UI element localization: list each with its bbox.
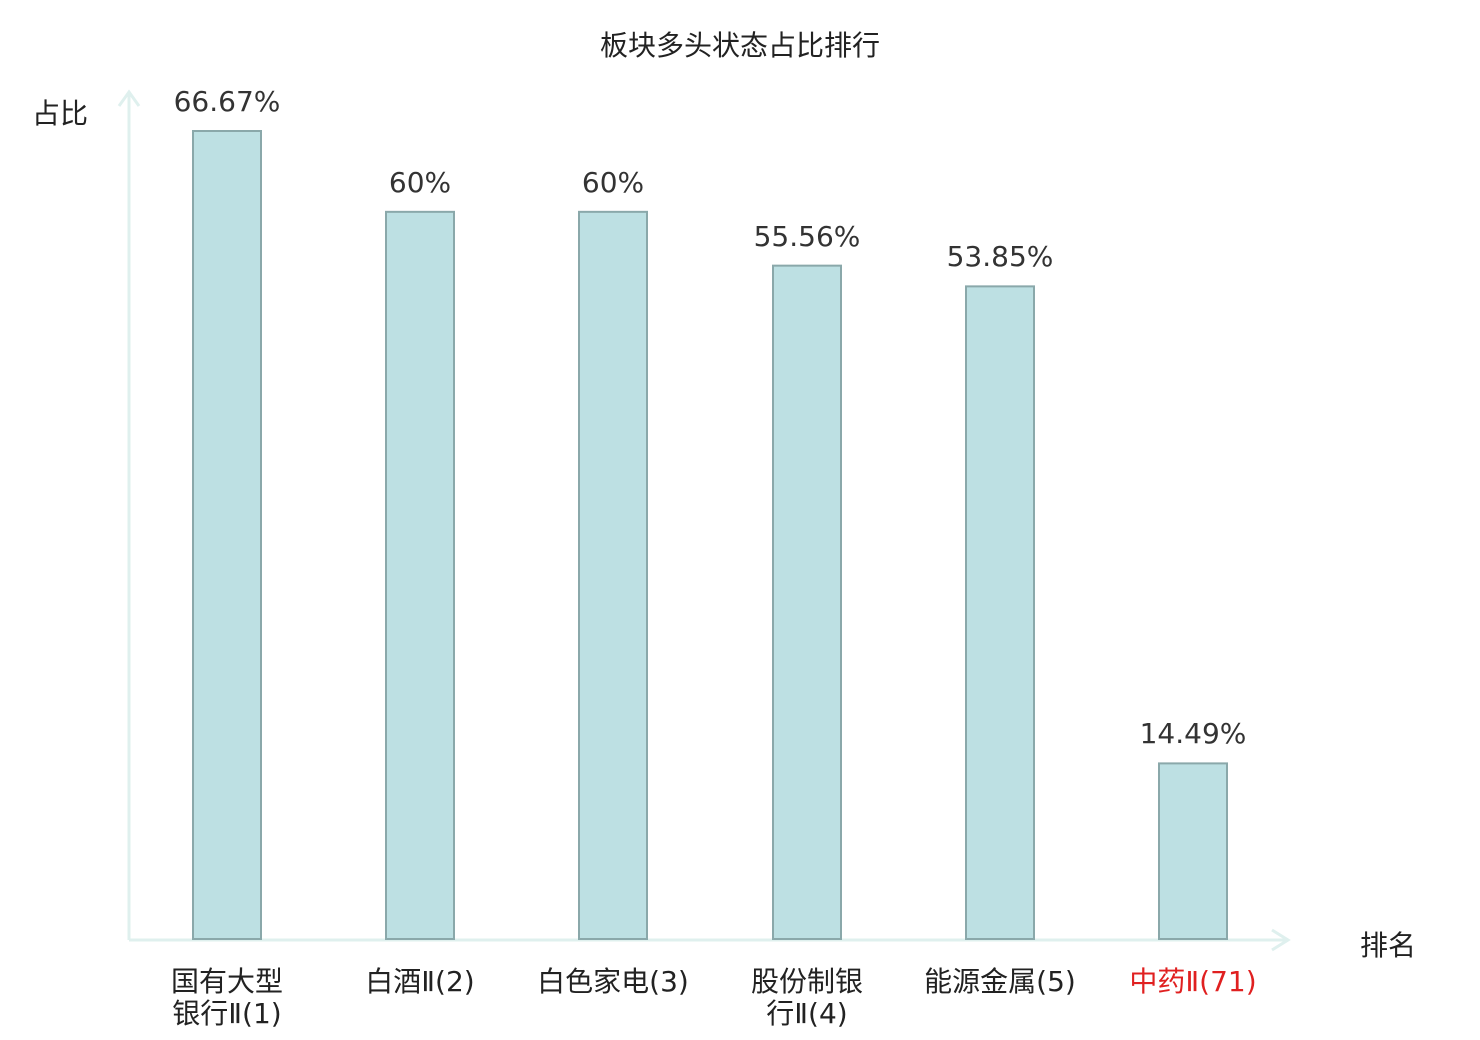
x-tick-label-line2: 行Ⅱ(4) xyxy=(766,997,848,1030)
data-label-5: 53.85% xyxy=(946,240,1054,274)
data-label-4: 55.56% xyxy=(753,219,861,253)
x-axis-arrow-icon xyxy=(1271,928,1291,952)
x-axis-label: 排名 xyxy=(1360,929,1417,962)
y-axis-arrow-icon xyxy=(117,89,141,107)
bar-1 xyxy=(192,130,262,940)
bar-6 xyxy=(1158,762,1228,940)
x-tick-label-1: 国有大型 银行Ⅱ(1) xyxy=(132,966,322,1030)
bar-3 xyxy=(578,210,648,940)
x-tick-label-line1: 能源金属(5) xyxy=(924,965,1076,998)
x-tick-label-line1: 白色家电(3) xyxy=(537,965,689,998)
x-tick-label-line2: 银行Ⅱ(1) xyxy=(172,997,282,1030)
x-tick-label-line1: 国有大型 xyxy=(170,965,283,998)
data-label-3: 60% xyxy=(581,165,645,199)
x-tick-label-line1: 白酒Ⅱ(2) xyxy=(365,965,475,998)
chart-title: 板块多头状态占比排行 xyxy=(599,29,880,62)
bar-4 xyxy=(772,264,842,940)
y-axis-label: 占比 xyxy=(32,97,89,130)
x-tick-label-4: 股份制银 行Ⅱ(4) xyxy=(712,966,902,1030)
x-tick-label-3: 白色家电(3) xyxy=(518,966,708,998)
bar-5 xyxy=(965,285,1035,941)
x-tick-label-5: 能源金属(5) xyxy=(905,966,1095,998)
data-label-6: 14.49% xyxy=(1139,717,1247,751)
data-label-1: 66.67% xyxy=(173,85,281,118)
x-tick-label-2: 白酒Ⅱ(2) xyxy=(325,966,515,998)
x-tick-label-line1: 中药Ⅱ(71) xyxy=(1129,965,1257,998)
x-tick-label-6: 中药Ⅱ(71) xyxy=(1098,966,1288,998)
x-tick-label-line1: 股份制银 xyxy=(750,965,863,998)
bar-2 xyxy=(385,210,455,940)
data-label-2: 60% xyxy=(388,165,452,199)
